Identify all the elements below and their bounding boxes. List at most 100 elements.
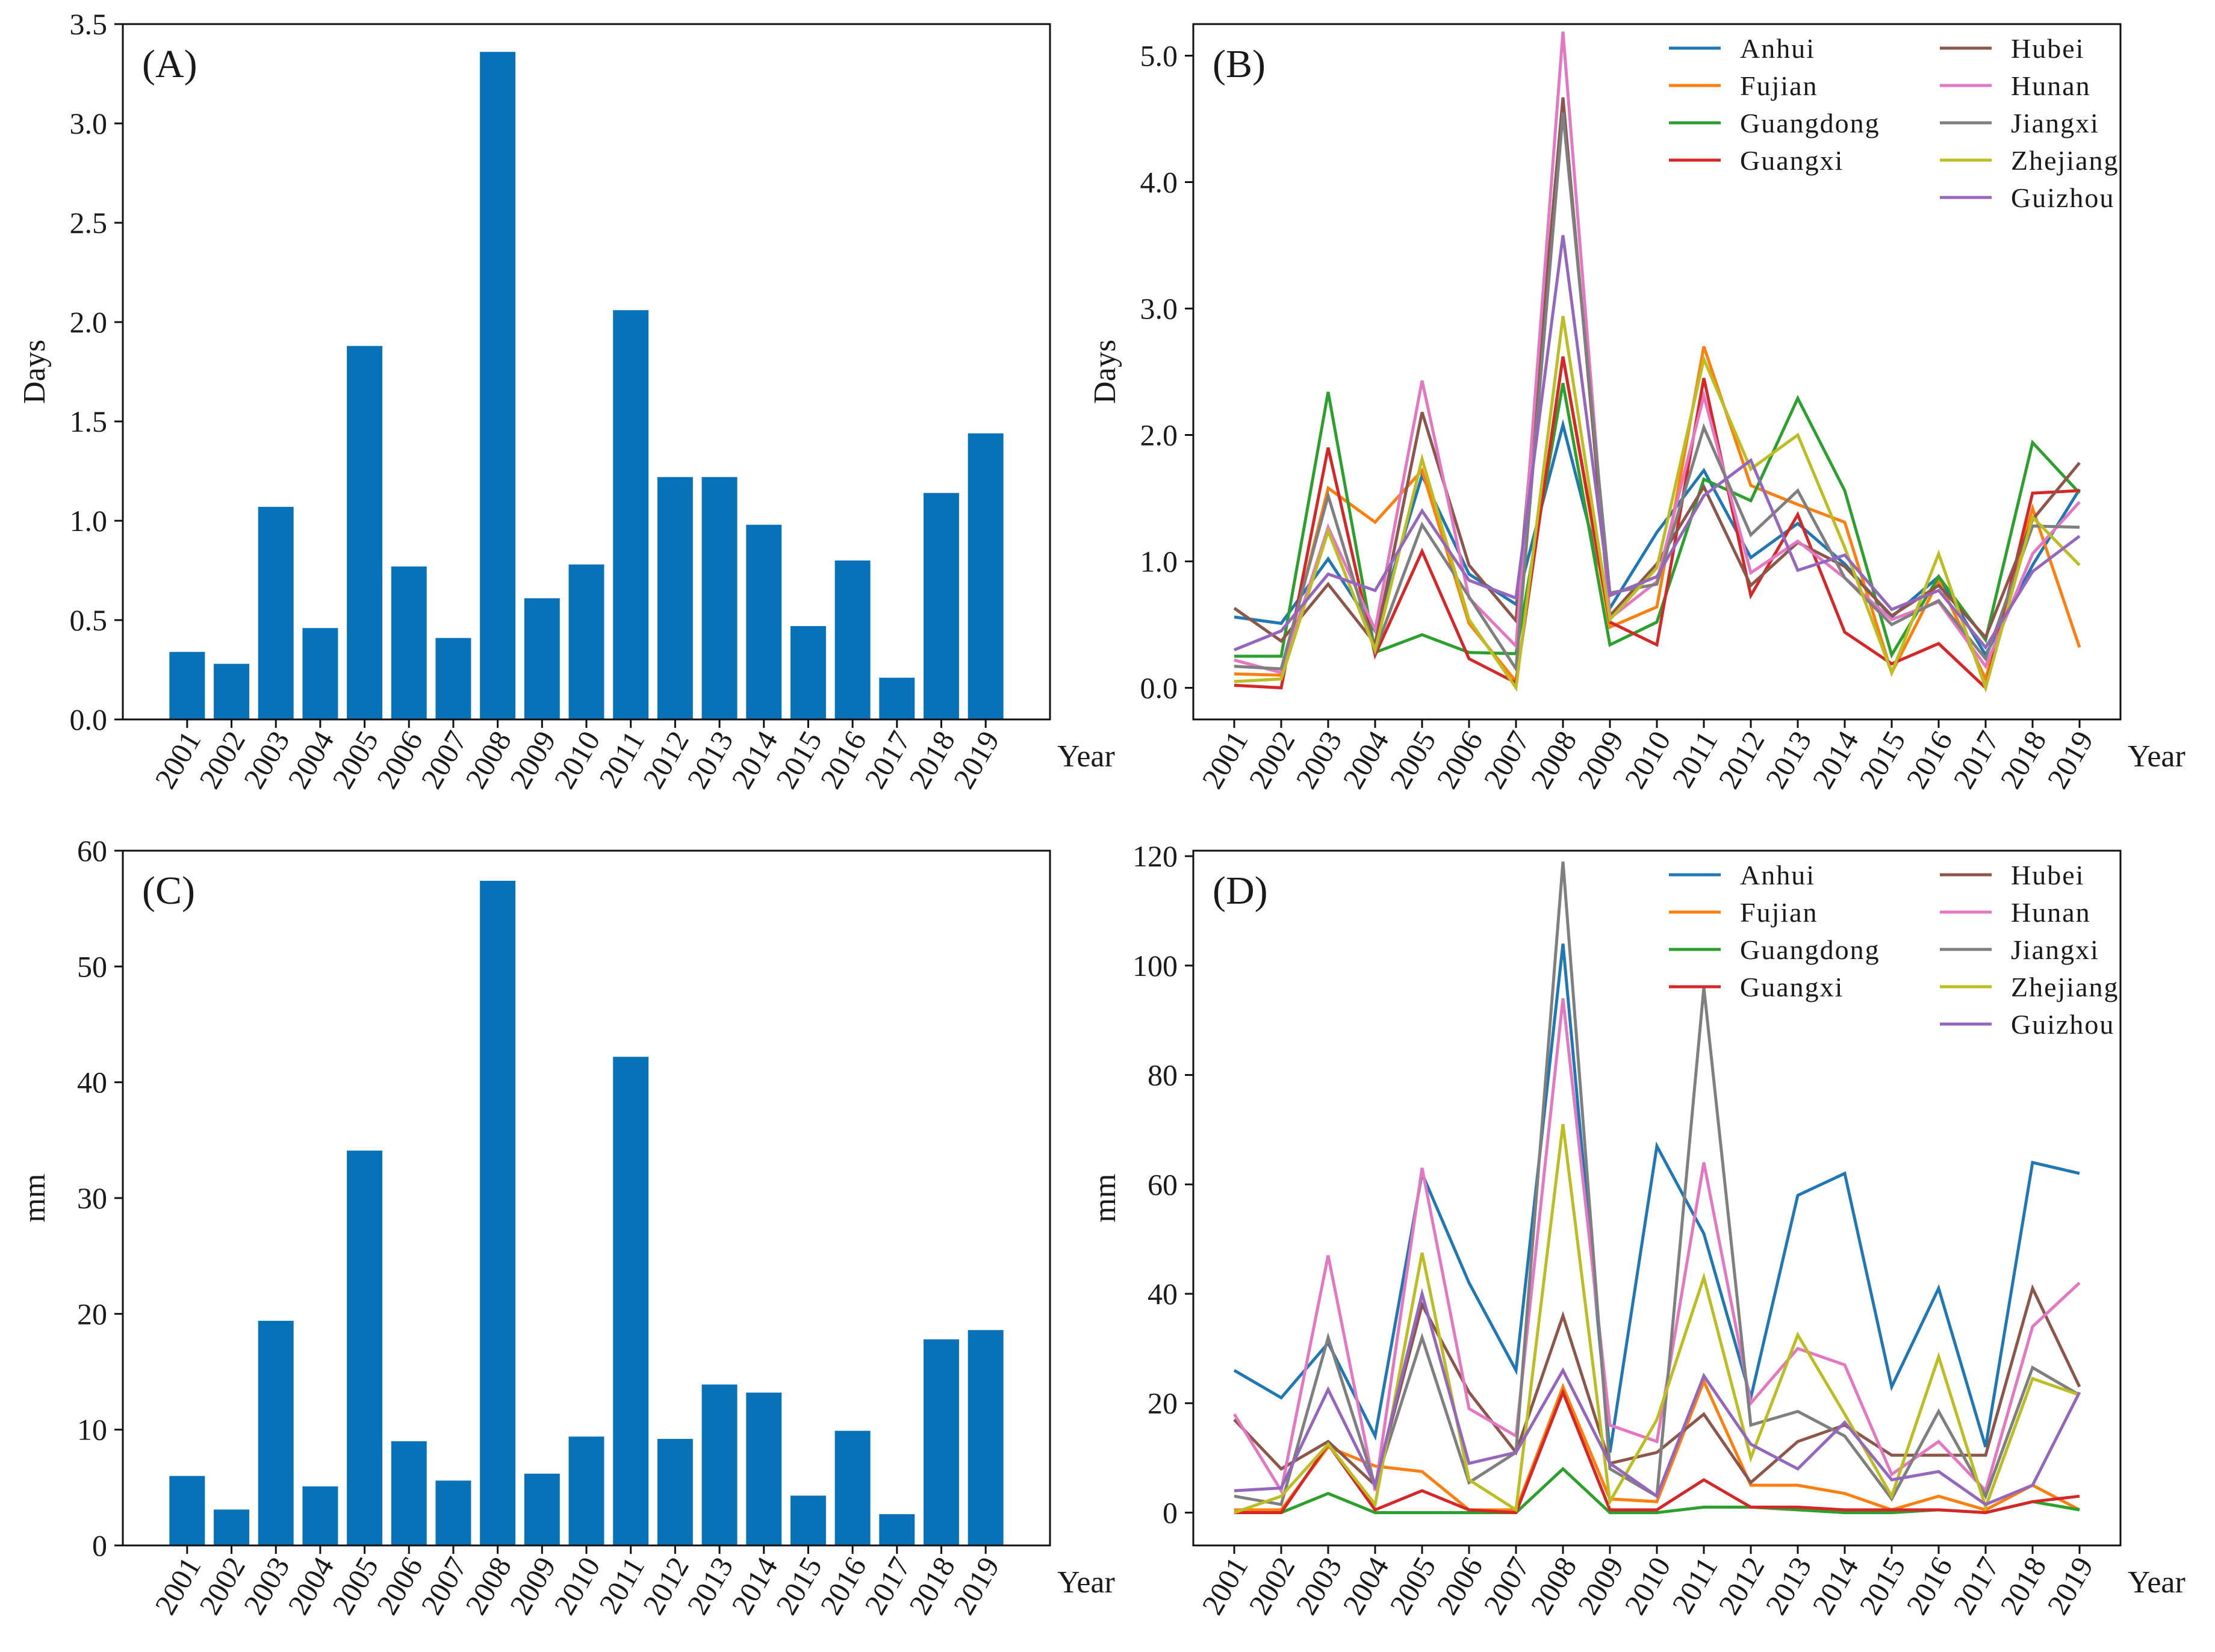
x-tick-label-2007: 2007 (414, 1551, 473, 1621)
y-tick-label: 60 (1148, 1167, 1178, 1201)
y-tick-label: 60 (77, 834, 107, 868)
x-tick-label-2010: 2010 (1618, 725, 1677, 795)
x-tick-label-2019: 2019 (946, 1551, 1005, 1621)
y-tick-label: 10 (77, 1413, 107, 1447)
legend-label-zhejiang: Zhejiang (2011, 145, 2119, 176)
y-tick-label: 120 (1132, 839, 1178, 873)
bar-2002 (214, 663, 249, 719)
x-tick-label-2013: 2013 (680, 1551, 739, 1621)
x-tick-label-2002: 2002 (1242, 725, 1301, 795)
y-axis-title: Days (1088, 340, 1122, 404)
x-tick-label-2009: 2009 (1571, 1551, 1630, 1621)
series-line-anhui (1233, 943, 2080, 1453)
x-tick-label-2017: 2017 (858, 725, 917, 795)
x-tick-label-2009: 2009 (503, 1551, 562, 1621)
x-tick-label-2011: 2011 (1665, 1551, 1724, 1619)
x-tick-label-2004: 2004 (1336, 725, 1395, 795)
legend-label-guizhou: Guizhou (2011, 1009, 2114, 1040)
y-tick-label: 30 (77, 1181, 107, 1215)
y-tick-label: 3.0 (1140, 292, 1178, 326)
bar-2015 (790, 626, 826, 719)
panel-c-bar-chart: 0102030405060200120022003200420052006200… (17, 834, 1115, 1620)
y-tick-label: 3.0 (70, 107, 108, 140)
bar-2010 (568, 1436, 604, 1545)
bar-2001 (169, 651, 205, 719)
x-tick-label-2005: 2005 (326, 725, 385, 795)
x-tick-label-2019: 2019 (2040, 1551, 2099, 1621)
x-tick-label-2001: 2001 (148, 1551, 207, 1621)
bar-2013 (701, 1384, 738, 1545)
x-tick-label-2003: 2003 (1289, 1551, 1348, 1621)
bar-2004 (302, 1486, 338, 1545)
x-tick-label-2006: 2006 (370, 1551, 429, 1621)
x-tick-label-2017: 2017 (1946, 1551, 2005, 1621)
legend-label-fujian: Fujian (1740, 897, 1818, 928)
y-tick-label: 0 (1163, 1495, 1178, 1529)
x-tick-label-2008: 2008 (1524, 1551, 1583, 1621)
x-tick-label-2015: 2015 (769, 725, 828, 795)
series-line-hunan (1232, 998, 2081, 1495)
x-tick-label-2018: 2018 (1993, 1551, 2052, 1621)
bar-2019 (968, 433, 1004, 719)
x-tick-label-2009: 2009 (1571, 725, 1630, 795)
panel-label: (B) (1213, 42, 1266, 86)
y-tick-label: 0 (92, 1529, 107, 1562)
bar-2016 (834, 1430, 871, 1545)
y-tick-label: 50 (77, 949, 107, 983)
bar-2013 (701, 477, 738, 719)
x-tick-label-2018: 2018 (902, 1551, 961, 1621)
x-tick-label-2004: 2004 (281, 725, 340, 795)
bar-2007 (435, 1480, 471, 1545)
x-tick-label-2006: 2006 (1430, 1551, 1489, 1621)
x-axis-title: Year (2128, 1565, 2185, 1600)
y-tick-label: 4.0 (1140, 166, 1178, 199)
series-line-guangxi (1234, 356, 2080, 691)
x-tick-label-2019: 2019 (2040, 725, 2099, 795)
y-tick-label: 80 (1148, 1058, 1178, 1092)
x-tick-label-2016: 2016 (813, 725, 872, 795)
y-tick-label: 100 (1132, 949, 1178, 983)
series-line-zhejiang (1234, 315, 2081, 693)
x-tick-label-2016: 2016 (1900, 725, 1959, 795)
bar-2007 (435, 638, 471, 719)
x-tick-label-2008: 2008 (459, 725, 518, 795)
y-tick-label: 0.0 (70, 703, 108, 736)
x-tick-label-2012: 2012 (636, 1551, 695, 1621)
bar-2005 (347, 346, 383, 719)
x-tick-label-2007: 2007 (414, 725, 473, 795)
bar-2018 (924, 1339, 959, 1545)
x-axis-title: Year (2128, 739, 2185, 774)
x-tick-label-2001: 2001 (1195, 725, 1254, 795)
x-tick-label-2012: 2012 (636, 725, 695, 795)
panel-d-line-chart: 0204060801001202001200220032004200520062… (1088, 839, 2185, 1620)
x-tick-label-2014: 2014 (1806, 1551, 1865, 1621)
series-line-fujian (1234, 1377, 2081, 1512)
x-tick-label-2017: 2017 (858, 1551, 917, 1621)
bar-2014 (746, 524, 782, 719)
y-axis-title: mm (1088, 1174, 1122, 1223)
bar-2019 (968, 1330, 1004, 1545)
x-tick-label-2011: 2011 (592, 1551, 651, 1619)
series-line-fujian (1234, 346, 2081, 686)
x-tick-label-2017: 2017 (1946, 725, 2005, 795)
bar-2001 (169, 1476, 205, 1545)
bar-2012 (657, 1439, 693, 1545)
y-tick-label: 5.0 (1140, 39, 1178, 73)
y-tick-label: 0.0 (1140, 671, 1178, 705)
legend-label-hubei: Hubei (2011, 33, 2084, 64)
bar-2010 (568, 564, 604, 719)
y-axis-title: mm (17, 1174, 52, 1223)
x-tick-label-2003: 2003 (237, 1551, 296, 1621)
x-tick-label-2011: 2011 (1665, 725, 1724, 793)
panel-b-line-chart: 0.01.02.03.04.05.02001200220032004200520… (1088, 23, 2185, 795)
bar-2008 (480, 52, 516, 720)
x-tick-label-2014: 2014 (1806, 725, 1865, 795)
y-tick-label: 2.0 (1140, 418, 1178, 452)
legend: Anhui Fujian Guangdong Guangxi Hubei Hunan Jia… (1669, 33, 2119, 213)
x-axis-title: Year (1057, 739, 1115, 774)
bar-2014 (746, 1393, 782, 1545)
x-tick-label-2005: 2005 (1383, 1551, 1442, 1621)
legend-label-guangxi: Guangxi (1740, 145, 1844, 176)
x-tick-label-2002: 2002 (1242, 1551, 1301, 1621)
legend-label-guangxi: Guangxi (1740, 972, 1844, 1002)
